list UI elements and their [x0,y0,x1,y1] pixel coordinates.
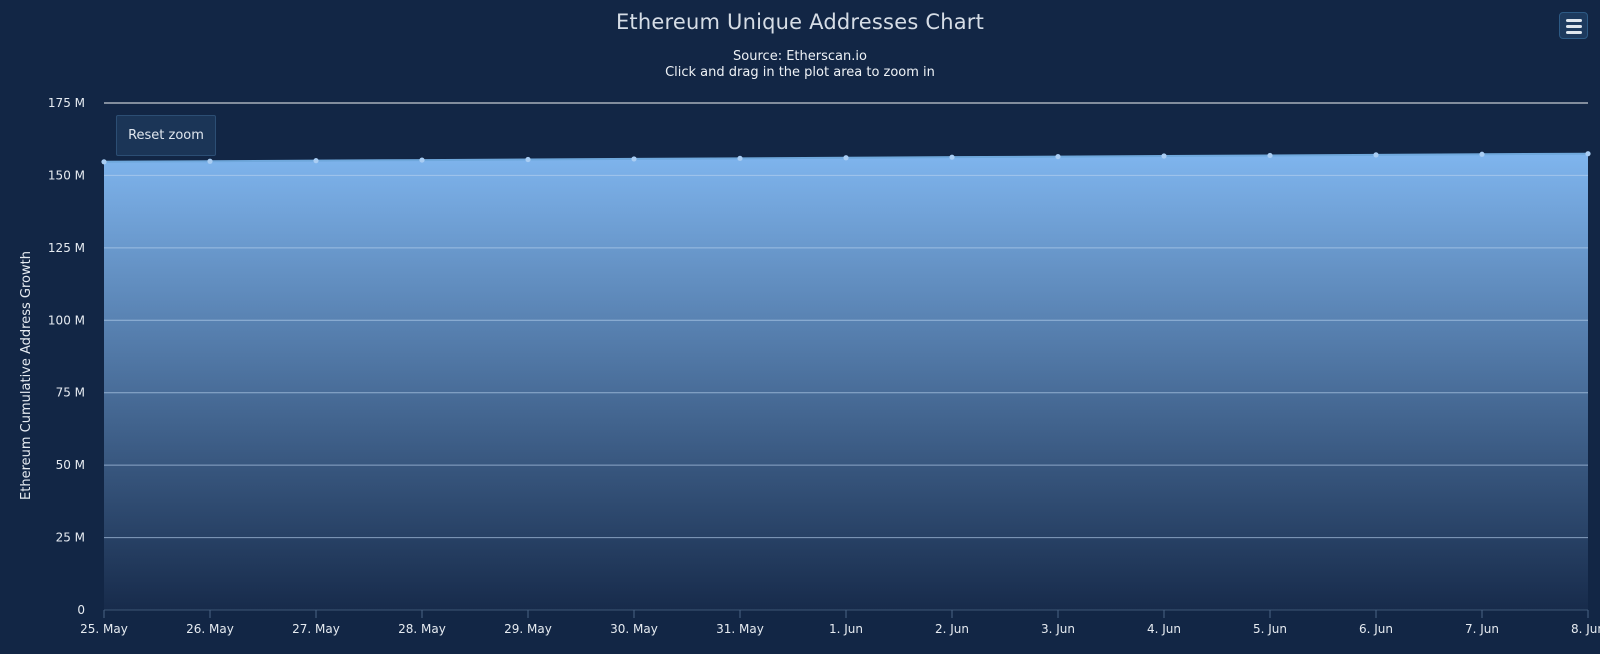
data-point[interactable] [1479,151,1485,157]
data-point[interactable] [1585,151,1591,157]
y-tick-label: 0 [77,603,85,617]
series-points [101,151,1591,165]
reset-zoom-button[interactable]: Reset zoom [116,115,216,156]
series-area [104,153,1588,610]
data-point[interactable] [1267,152,1273,159]
data-point[interactable] [313,158,319,164]
hamburger-menu-icon[interactable] [1559,12,1588,39]
menu-bar-top [1566,19,1582,22]
data-point[interactable] [737,155,743,161]
x-tick-label: 1. Jun [829,622,863,636]
y-axis-title: Ethereum Cumulative Address Growth [19,251,34,500]
x-tick-label: 5. Jun [1253,622,1287,636]
data-point[interactable] [949,154,955,160]
subtitle-zoom-hint: Click and drag in the plot area to zoom … [665,65,935,80]
data-point[interactable] [631,156,637,162]
x-tick-label: 29. May [504,622,552,636]
grid-lines [104,102,1588,611]
y-tick-label: 50 M [56,458,85,472]
x-tick-label: 2. Jun [935,622,969,636]
data-point[interactable] [207,158,213,164]
y-axis-title-group: Ethereum Cumulative Address Growth [19,251,34,500]
data-point[interactable] [419,157,425,163]
y-tick-label: 100 M [48,313,85,327]
x-tick-label: 26. May [186,622,234,636]
data-point[interactable] [1055,153,1061,160]
area-fill [104,153,1588,610]
data-point[interactable] [101,159,107,165]
data-point[interactable] [525,156,531,163]
x-tick-label: 28. May [398,622,446,636]
x-tick-label: 27. May [292,622,340,636]
x-tick-label: 4. Jun [1147,622,1181,636]
x-tick-label: 30. May [610,622,658,636]
y-tick-label: 75 M [56,386,85,400]
data-point[interactable] [843,155,849,161]
y-tick-label: 25 M [56,531,85,545]
x-tick-label: 6. Jun [1359,622,1393,636]
x-tick-label: 8. Jun [1571,622,1600,636]
data-point[interactable] [1161,153,1167,159]
y-tick-label: 175 M [48,96,85,110]
menu-bar-middle [1566,25,1582,28]
x-tick-label: 7. Jun [1465,622,1499,636]
subtitle-source: Source: Etherscan.io [733,49,867,64]
menu-bar-bottom [1566,31,1582,34]
y-axis-ticks: 0 25 M 50 M 75 M 100 M 125 M 150 M 175 M [48,96,85,617]
x-tick-label: 31. May [716,622,764,636]
y-tick-label: 150 M [48,168,85,182]
data-point[interactable] [1373,152,1379,158]
chart-title: Ethereum Unique Addresses Chart [615,10,985,34]
chart-subtitle: Source: Etherscan.io Click and drag in t… [0,49,1600,81]
y-tick-label: 125 M [48,241,85,255]
x-tick-label: 3. Jun [1041,622,1075,636]
x-axis-ticks: 25. May 26. May 27. May 28. May 29. May 30. M… [80,610,1600,636]
x-tick-label: 25. May [80,622,128,636]
